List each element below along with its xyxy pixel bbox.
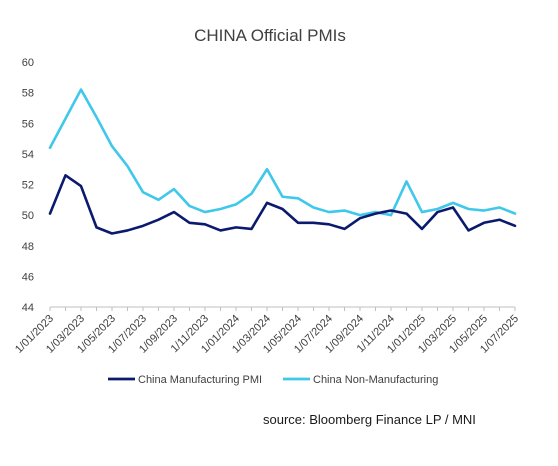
series-line-manufacturing — [48, 174, 517, 235]
x-axis-tick-labels: 1/01/20231/03/20231/05/20231/07/20231/09… — [13, 313, 521, 356]
series-lines — [48, 88, 517, 235]
y-tick-label: 60 — [22, 57, 34, 69]
legend: China Manufacturing PMI China Non-Manufac… — [108, 374, 438, 386]
y-tick-label: 58 — [22, 88, 34, 100]
y-tick-label: 54 — [22, 149, 34, 161]
y-tick-label: 56 — [22, 118, 34, 130]
y-tick-label: 52 — [22, 180, 34, 192]
y-tick-label: 48 — [22, 241, 34, 253]
y-tick-label: 44 — [22, 302, 34, 314]
series-line-non-manufacturing — [48, 88, 517, 217]
chart-title: CHINA Official PMIs — [194, 26, 346, 45]
legend-label: China Non-Manufacturing — [313, 374, 438, 386]
y-tick-label: 50 — [22, 210, 34, 222]
x-axis-tickmarks — [49, 307, 516, 311]
source-note: source: Bloomberg Finance LP / MNI — [263, 412, 476, 427]
legend-label: China Manufacturing PMI — [138, 374, 262, 386]
y-tick-label: 46 — [22, 271, 34, 283]
y-axis-ticks: 44 46 48 50 52 54 56 58 60 — [22, 57, 34, 314]
